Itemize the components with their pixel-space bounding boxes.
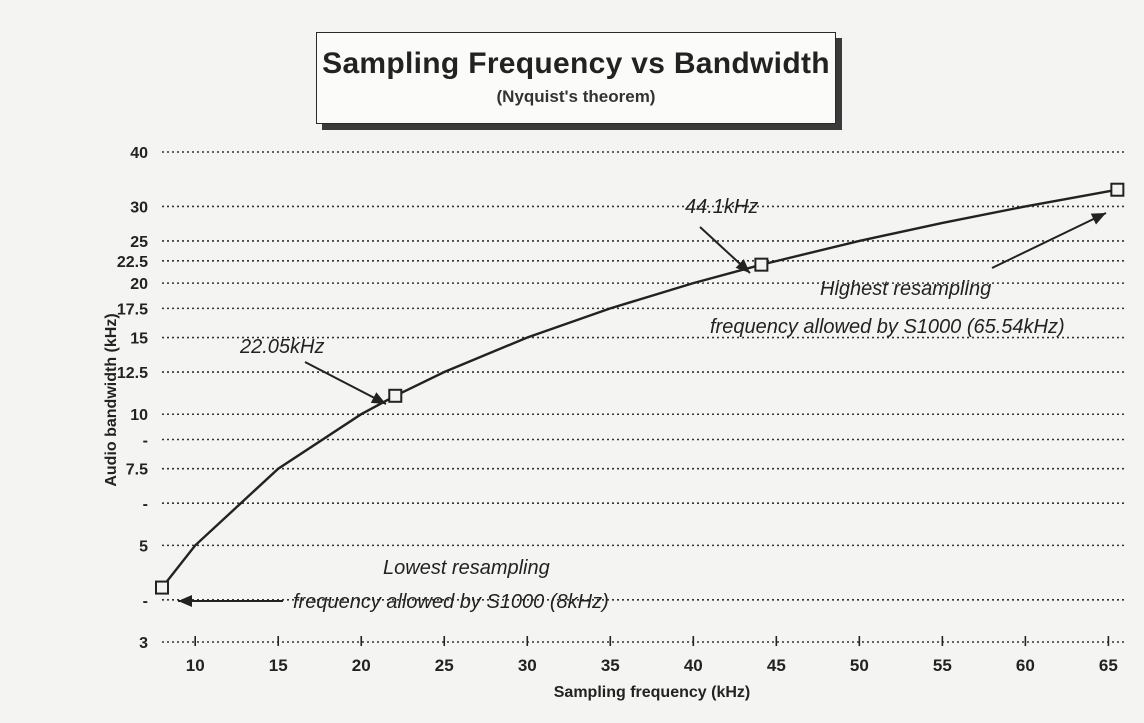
x-tick-label-10: 60 (1016, 656, 1035, 675)
y-tick-label-6: 15 (130, 331, 148, 348)
annotation-1-line-0: 44.1kHz (685, 196, 758, 218)
data-marker-0 (155, 580, 169, 595)
chart-subtitle: (Nyquist's theorem) (496, 87, 656, 106)
x-tick-label-8: 50 (850, 656, 869, 675)
x-tick-label-3: 25 (435, 656, 454, 675)
y-tick-label-5: 17.5 (117, 301, 148, 318)
x-tick-label-0: 10 (186, 656, 205, 675)
series-line (161, 188, 1118, 589)
chart-title: Sampling Frequency vs Bandwidth (322, 47, 830, 80)
y-tick-label-1: 30 (130, 199, 148, 216)
data-marker-3 (1110, 182, 1125, 197)
y-tick-label-3: 22.5 (117, 254, 148, 271)
x-tick-label-4: 30 (518, 656, 537, 675)
x-tick-labels: 10 15 20 25 30 35 40 45 50 55 60 65 (186, 636, 1118, 675)
y-tick-labels: 40 30 25 22.5 20 17.5 15 12.5 10 - 7.5 - 5 - 3 (117, 145, 148, 652)
annotation-3-line-0: Lowest resampling (383, 557, 550, 579)
y-tick-label-7: 12.5 (117, 365, 148, 382)
annotation-3-line-1: frequency allowed by S1000 (8kHz) (293, 591, 609, 613)
annotation-2-line-0: Highest resampling (820, 278, 991, 300)
series-curve (161, 188, 1118, 589)
y-tick-label-13: - (143, 593, 148, 610)
y-tick-label-8: 10 (130, 407, 148, 424)
data-marker-2 (754, 257, 769, 272)
y-tick-label-2: 25 (130, 234, 148, 251)
y-tick-label-9: - (143, 433, 148, 450)
annotation-arrow-2 (991, 212, 1107, 269)
x-tick-label-9: 55 (933, 656, 952, 675)
annotation-arrowhead-2 (1090, 213, 1106, 225)
grid-lines (162, 151, 1125, 643)
x-tick-label-2: 20 (352, 656, 371, 675)
x-tick-label-6: 40 (684, 656, 703, 675)
y-axis-label: Audio bandwidth (kHz) (103, 313, 120, 486)
data-markers (155, 182, 1125, 595)
x-tick-label-1: 15 (269, 656, 288, 675)
data-marker-1 (388, 388, 403, 403)
annotation-0-line-0: 22.05kHz (239, 336, 325, 358)
x-axis-label: Sampling frequency (kHz) (554, 684, 750, 701)
y-tick-label-4: 20 (130, 276, 148, 293)
annotation-2-line-1: frequency allowed by S1000 (65.54kHz) (710, 316, 1065, 338)
y-tick-label-14: 3 (139, 635, 148, 652)
x-tick-label-7: 45 (767, 656, 786, 675)
x-tick-label-5: 35 (601, 656, 620, 675)
x-tick-label-11: 65 (1099, 656, 1118, 675)
annotation-arrowhead-0 (370, 392, 386, 404)
y-tick-label-12: 5 (139, 538, 148, 555)
annotation-arrow-0 (304, 361, 387, 405)
y-tick-label-11: - (143, 496, 148, 513)
annotation-arrowhead-3 (178, 595, 192, 607)
y-tick-label-0: 40 (130, 145, 148, 162)
annotation-arrowhead-1 (735, 259, 750, 273)
y-tick-label-10: 7.5 (126, 462, 148, 479)
chart-title-box: Sampling Frequency vs Bandwidth (Nyquist… (316, 32, 836, 124)
annotations: 22.05kHz 44.1kHz Highest resampling frequen… (178, 196, 1107, 613)
